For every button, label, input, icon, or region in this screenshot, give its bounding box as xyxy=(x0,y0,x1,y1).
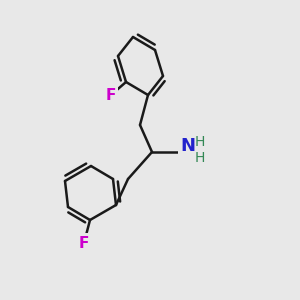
Text: N: N xyxy=(180,137,195,155)
Text: F: F xyxy=(106,88,116,103)
Text: F: F xyxy=(79,236,89,250)
Text: H: H xyxy=(195,135,206,149)
Text: H: H xyxy=(195,151,206,165)
